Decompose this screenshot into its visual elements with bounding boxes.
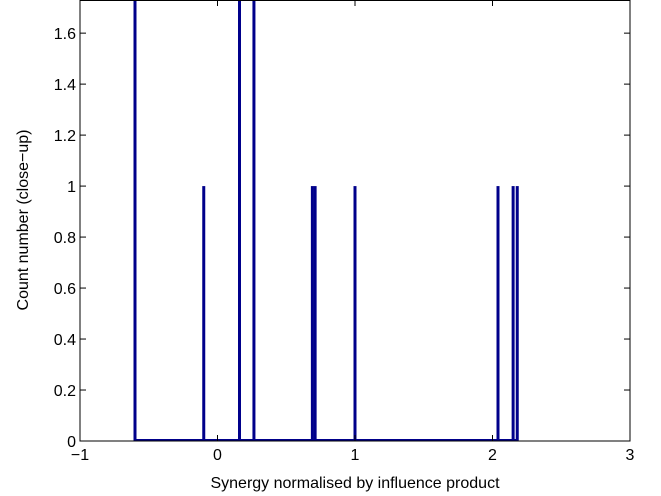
bar <box>515 186 519 441</box>
x-tick-label: 1 <box>351 447 360 464</box>
bar <box>353 186 357 441</box>
y-axis-label: Count number (close−up) <box>15 130 32 311</box>
x-tick-label: 0 <box>213 447 222 464</box>
bar <box>238 0 241 441</box>
x-tick-label: −1 <box>71 447 89 464</box>
y-tick-label: 1.4 <box>54 77 76 94</box>
bar <box>511 186 515 441</box>
y-tick-label: 0.4 <box>54 332 76 349</box>
y-tick-label: 0 <box>67 434 76 451</box>
bar <box>202 186 206 441</box>
y-tick-label: 1.2 <box>54 128 76 145</box>
y-tick-label: 1.6 <box>54 26 76 43</box>
y-tick-label: 1 <box>67 179 76 196</box>
bar <box>313 186 317 441</box>
x-axis-label: Synergy normalised by influence product <box>210 475 500 492</box>
bar <box>133 0 137 441</box>
bar <box>496 186 500 441</box>
y-tick-label: 0.8 <box>54 230 76 247</box>
y-tick-label: 0.6 <box>54 281 76 298</box>
x-tick-label: 3 <box>626 447 635 464</box>
y-tick-label: 0.2 <box>54 383 76 400</box>
plot-area <box>133 0 519 441</box>
x-tick-label: 2 <box>488 447 497 464</box>
bar <box>310 186 314 441</box>
bar <box>252 0 256 441</box>
